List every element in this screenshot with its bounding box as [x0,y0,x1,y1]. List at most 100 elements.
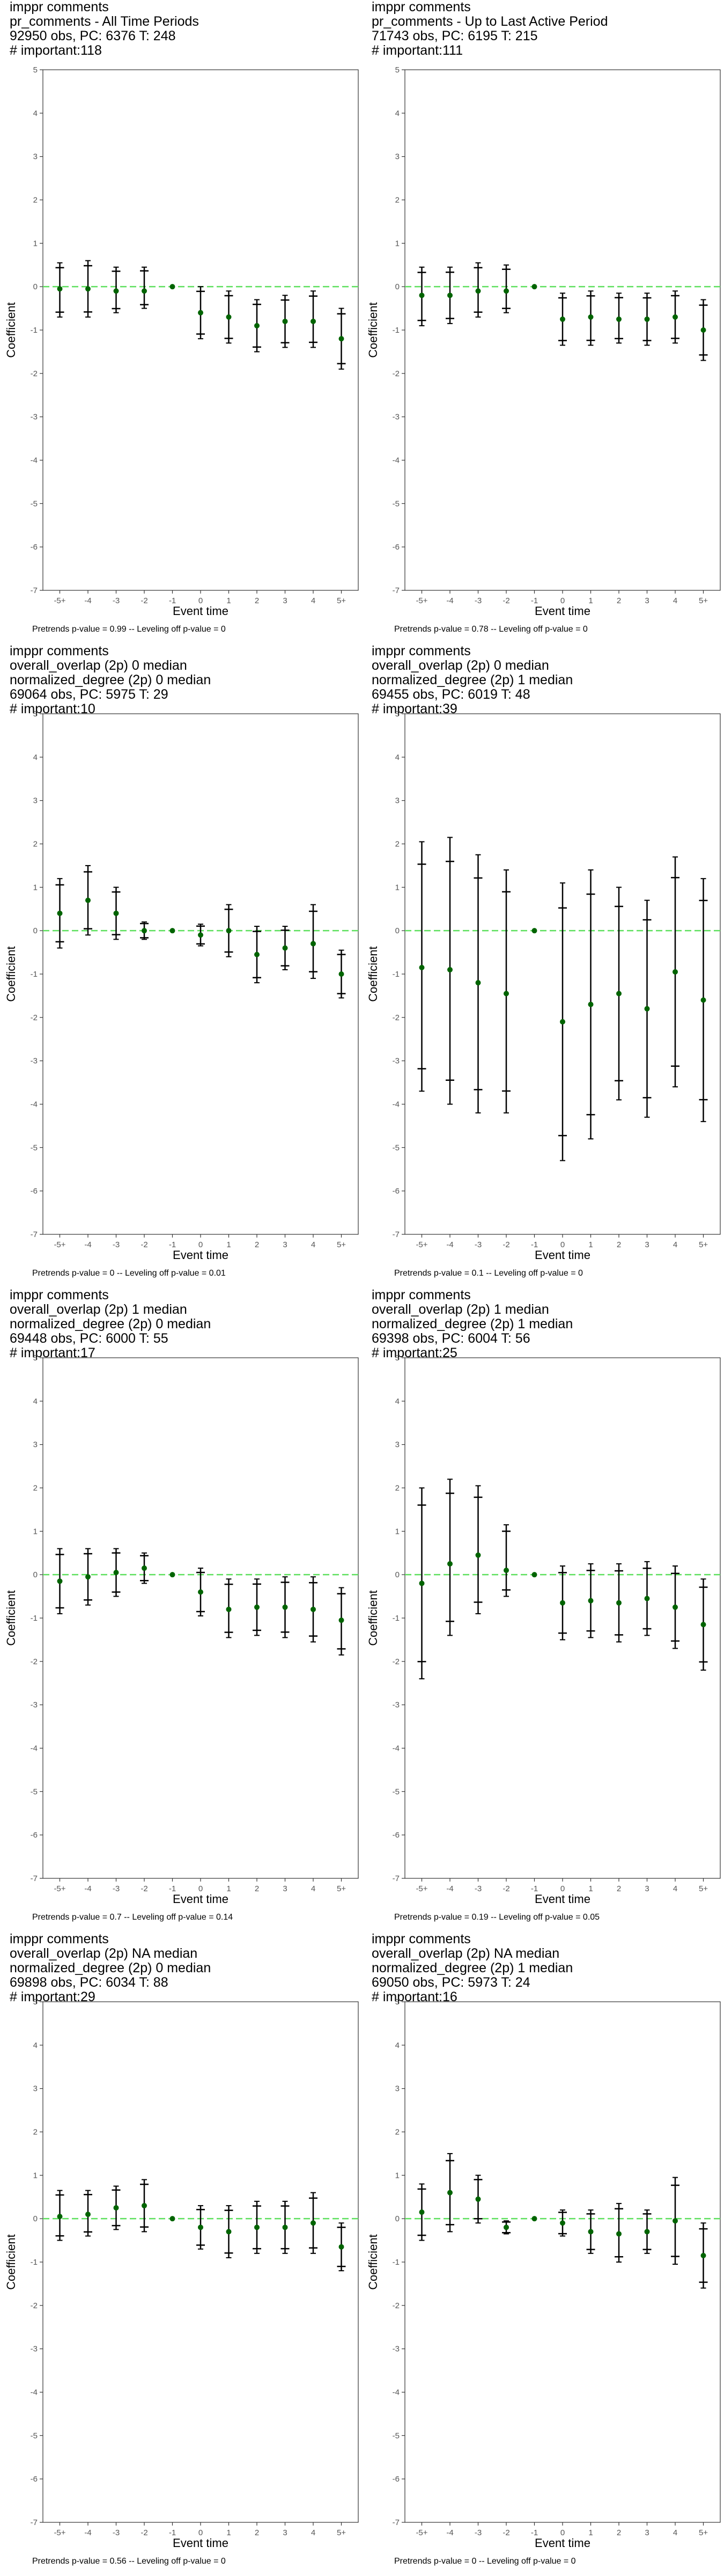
coefficient-point [226,314,232,320]
y-tick-label: 1 [395,2171,400,2180]
chart-title: imppr comments overall_overlap (2p) 1 med… [10,1288,211,1360]
coefficient-point [254,323,260,328]
coefficient-point [644,316,650,322]
coefficient-point [419,964,425,970]
chart-svg: 5 4 3 2 1 0 -1 -2 -3 -4 -5 -6 -7 -5+ -4 -3 -2 -1 0 1 2 3 4 5+ Ev… [4,1353,359,1906]
coefficient-point [419,292,425,298]
coefficient-point [447,1561,453,1567]
x-tick-label: -1 [169,1240,176,1249]
coefficient-point [198,2224,203,2230]
x-tick-label: 4 [673,596,677,605]
y-tick-label: -1 [31,970,38,979]
x-tick-label: -4 [446,1240,453,1249]
x-tick-label: 4 [673,1240,677,1249]
event-study-panel: imppr comments overall_overlap (2p) 0 med… [0,644,359,1288]
x-tick-label: 3 [283,596,287,605]
y-tick-label: -3 [31,2345,38,2354]
chart-title-line: 71743 obs, PC: 6195 T: 215 [372,28,538,43]
chart-title-line: overall_overlap (2p) NA median [372,1946,560,1961]
x-tick-label: 2 [255,2528,259,2537]
coefficient-point [169,2216,175,2222]
y-tick-label: 5 [395,1353,400,1363]
coefficient-point [616,316,622,322]
x-tick-label: -4 [84,2528,91,2537]
chart-title: imppr comments pr_comments - All Time Per… [10,0,199,58]
chart-title-line: 92950 obs, PC: 6376 T: 248 [10,28,176,43]
coefficient-point [700,327,706,333]
coefficient-point [311,2220,316,2226]
y-tick-label: -6 [31,543,38,552]
x-axis-label: Event time [173,2536,228,2550]
event-study-panel: imppr comments overall_overlap (2p) 1 med… [362,1288,721,1932]
coefficient-point [475,288,481,294]
y-tick-label: -7 [393,1230,400,1239]
p-value-footnote: Pretrends p-value = 0 -- Leveling off p-… [32,1269,226,1278]
chart-title-line: overall_overlap (2p) NA median [10,1946,198,1961]
y-tick-label: 4 [395,753,400,762]
coefficient-point [226,1606,232,1612]
p-value-footnote: Pretrends p-value = 0.1 -- Leveling off … [394,1269,583,1278]
x-tick-label: -4 [446,1884,453,1893]
y-tick-label: 3 [395,2084,400,2094]
chart-svg: 5 4 3 2 1 0 -1 -2 -3 -4 -5 -6 -7 -5+ -4 -3 -2 -1 0 1 2 3 4 5+ Ev… [4,709,359,1262]
x-tick-label: -5+ [54,2528,65,2537]
x-tick-label: 3 [645,1240,649,1249]
x-tick-label: -2 [503,1884,509,1893]
y-tick-label: 0 [395,2214,400,2223]
coefficient-point [531,284,537,290]
chart-title-line: overall_overlap (2p) 0 median [10,658,187,673]
y-tick-label: -3 [393,1701,400,1710]
x-axis-label: Event time [535,604,590,618]
x-tick-label: -1 [531,2528,538,2537]
x-tick-label: -4 [446,596,453,605]
y-tick-label: 5 [33,1353,38,1363]
y-tick-label: 4 [33,753,38,762]
chart-title-line: imppr comments [10,1287,109,1302]
coefficient-point [198,310,203,316]
p-value-footnote: Pretrends p-value = 0.7 -- Leveling off … [32,1913,233,1922]
chart-title-line: imppr comments [10,0,109,14]
event-study-panel: imppr comments overall_overlap (2p) NA me… [0,1932,359,2576]
x-tick-label: 5+ [699,2528,708,2537]
chart-title-line: imppr comments [372,1931,471,1946]
coefficient-point [475,1552,481,1558]
y-axis-label: Coefficient [4,1590,18,1646]
coefficient-point [338,336,344,342]
y-tick-label: -5 [393,2431,400,2440]
y-tick-label: -1 [31,1614,38,1623]
chart-title-line: 69398 obs, PC: 6004 T: 56 [372,1331,530,1346]
coefficient-point [169,928,175,934]
y-tick-label: -7 [31,2518,38,2527]
coefficient-point [560,1019,565,1024]
y-tick-label: -2 [31,369,38,378]
y-tick-label: 1 [33,883,38,892]
x-tick-label: 5+ [699,1884,708,1893]
chart-title-line: 69455 obs, PC: 6019 T: 48 [372,687,530,702]
x-tick-label: 1 [588,596,593,605]
x-axis-label: Event time [535,1248,590,1262]
x-tick-label: 5+ [337,2528,346,2537]
y-tick-label: -3 [31,1057,38,1066]
x-tick-label: -3 [113,2528,120,2537]
chart-title: imppr comments overall_overlap (2p) 1 med… [372,1288,573,1360]
y-tick-label: -3 [393,1057,400,1066]
coefficient-point [254,1604,260,1610]
y-tick-label: 4 [395,2041,400,2050]
chart-title-line: normalized_degree (2p) 1 median [372,672,573,687]
p-value-footnote: Pretrends p-value = 0.99 -- Leveling off… [32,625,226,634]
y-tick-label: -2 [31,1013,38,1022]
p-value-footnote: Pretrends p-value = 0.78 -- Leveling off… [394,625,588,634]
chart-svg: 5 4 3 2 1 0 -1 -2 -3 -4 -5 -6 -7 -5+ -4 -3 -2 -1 0 1 2 3 4 5+ Ev… [4,65,359,618]
coefficient-point [113,910,119,916]
coefficient-point [616,2231,622,2237]
y-tick-label: 1 [33,1527,38,1536]
coefficient-point [282,945,288,951]
chart-svg: 5 4 3 2 1 0 -1 -2 -3 -4 -5 -6 -7 -5+ -4 -3 -2 -1 0 1 2 3 4 5+ Ev… [366,1353,721,1906]
coefficient-point [560,1600,565,1606]
y-tick-label: -5 [31,499,38,508]
coefficient-point [644,2229,650,2235]
coefficient-point [57,1578,63,1584]
chart-title-line: normalized_degree (2p) 1 median [372,1316,573,1331]
coefficient-point [673,314,678,320]
coefficient-point [673,2218,678,2224]
